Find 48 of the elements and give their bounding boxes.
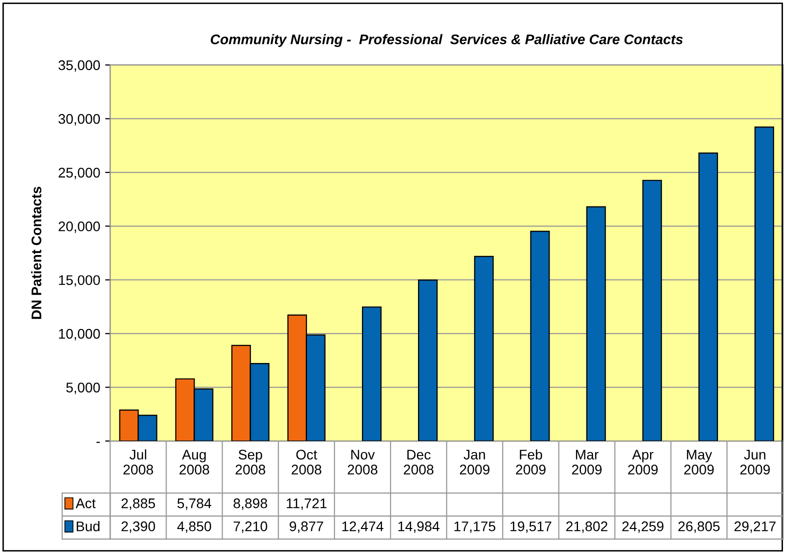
x-tick-label: Jul 2008 <box>123 449 154 475</box>
x-tick-label: Mar 2009 <box>572 450 602 475</box>
x-tick-label: Jan 2009 <box>460 450 490 475</box>
data-label: 17,175 <box>454 522 496 533</box>
bar <box>698 152 718 442</box>
bar <box>754 126 774 442</box>
y-tick-label: 10,000 <box>59 328 100 340</box>
data-label: 14,984 <box>398 521 440 533</box>
x-tick-label: Aug 2008 <box>180 450 210 475</box>
data-label: 12,474 <box>342 521 384 533</box>
bar <box>474 256 494 442</box>
y-tick-label: 30,000 <box>58 114 100 126</box>
data-label: 24,259 <box>622 521 664 533</box>
data-label: 11,721 <box>286 498 326 510</box>
y-tick-label: - <box>96 442 100 443</box>
x-tick-label: Oct 2008 <box>292 450 322 475</box>
data-label: 29,217 <box>734 521 776 533</box>
y-tick-label: 15,000 <box>59 275 100 287</box>
y-tick-label: 25,000 <box>58 168 100 180</box>
data-label: 19,517 <box>510 521 552 533</box>
y-tick-label: 20,000 <box>58 221 100 233</box>
x-tick-label: Dec 2008 <box>404 450 434 475</box>
chart-title: Community Nursing - Professional Services & Palliative Care Contacts <box>210 34 683 48</box>
data-label: 26,805 <box>678 521 720 533</box>
y-tick-label: 35,000 <box>58 60 100 72</box>
bar <box>362 306 382 442</box>
data-label: 5,784 <box>177 498 212 510</box>
x-tick-label: Apr 2009 <box>628 450 658 475</box>
data-label: 8,898 <box>234 498 268 510</box>
x-tick-label: Jun 2009 <box>740 450 770 475</box>
y-axis-title: DN Patient Contacts <box>31 186 42 319</box>
legend-label: Bud <box>76 521 100 532</box>
data-label: 2,885 <box>122 498 156 510</box>
x-tick-label: Nov 2008 <box>348 450 378 475</box>
x-tick-label: Sep 2008 <box>236 450 266 475</box>
legend-label: Act <box>76 498 96 508</box>
x-tick-label: May 2009 <box>684 450 714 475</box>
data-label: 2,390 <box>122 521 156 533</box>
data-label: 21,802 <box>566 521 608 533</box>
data-label: 4,850 <box>177 521 212 533</box>
bar <box>418 279 438 442</box>
data-label: 9,877 <box>290 521 324 533</box>
bar <box>586 206 606 442</box>
data-label: 7,210 <box>234 521 268 533</box>
bar <box>642 180 662 442</box>
bar <box>530 230 550 442</box>
x-tick-label: Feb 2009 <box>516 449 546 475</box>
y-tick-label: 5,000 <box>66 382 100 394</box>
